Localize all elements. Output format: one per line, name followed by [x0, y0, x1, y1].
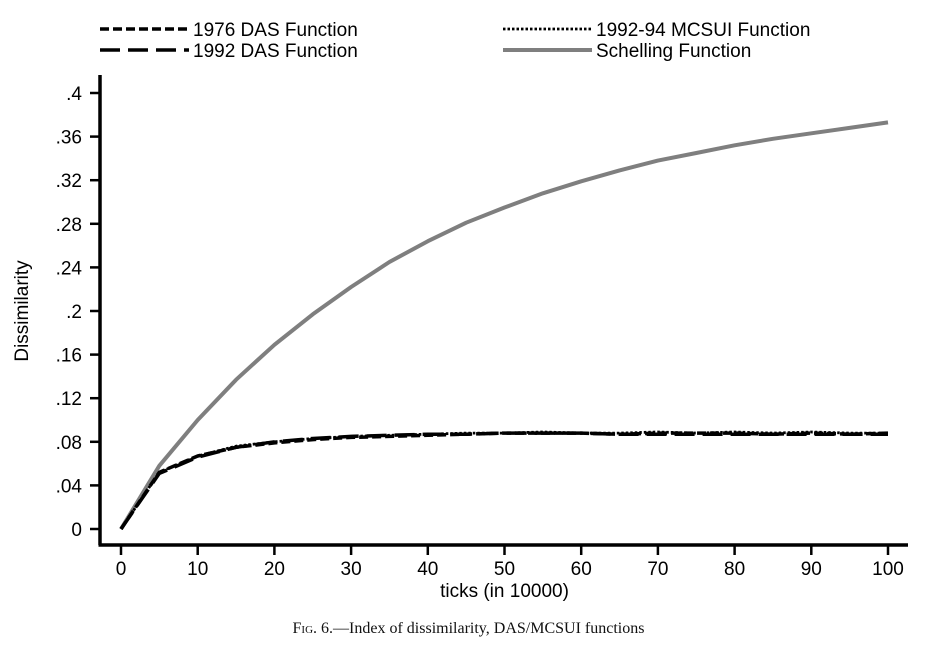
- series-line-1992-das-function: [119, 431, 888, 530]
- x-tick-label: 80: [724, 559, 745, 580]
- y-tick-label: .2: [66, 302, 82, 323]
- x-tick-label: 70: [647, 559, 668, 580]
- y-tick-label: .4: [66, 84, 82, 105]
- x-tick-label: 30: [341, 559, 362, 580]
- y-tick-label: 0: [71, 520, 82, 541]
- axes: 0 .04 .08 .12 .16 .2 .24 .28 .32 .36 .4 0 10 20 30 40 50…: [12, 75, 908, 602]
- legend-label: 1976 DAS Function: [193, 20, 358, 41]
- legend-label: Schelling Function: [596, 41, 751, 62]
- series-lines: [119, 120, 889, 531]
- x-tick-label: 20: [264, 559, 285, 580]
- y-tick-label: .24: [56, 258, 83, 279]
- caption-text: —Index of dissimilarity, DAS/MCSUI funct…: [333, 620, 645, 637]
- x-tick-label: 60: [571, 559, 592, 580]
- x-tick-label: 40: [417, 559, 438, 580]
- y-tick-label: .16: [56, 346, 82, 367]
- y-tick-label: .36: [56, 128, 82, 149]
- y-tick-label: .28: [56, 215, 82, 236]
- x-tick-label: 0: [116, 559, 127, 580]
- x-tick-label: 50: [494, 559, 515, 580]
- y-tick-label: .08: [56, 433, 82, 454]
- x-axis-label: ticks (in 10000): [440, 581, 569, 602]
- y-tick-label: .04: [56, 476, 83, 497]
- x-tick-label: 90: [801, 559, 822, 580]
- y-axis-label: Dissimilarity: [12, 260, 33, 362]
- figure-label: Fig. 6.: [292, 620, 334, 637]
- figure-caption: Fig. 6.—Index of dissimilarity, DAS/MCSU…: [0, 620, 937, 638]
- series-line-1992-94-mcsui-function: [119, 430, 888, 530]
- y-tick-label: .12: [56, 389, 82, 410]
- legend-label: 1992 DAS Function: [193, 41, 358, 62]
- series-line-schelling-function: [119, 120, 889, 531]
- legend-label: 1992-94 MCSUI Function: [596, 20, 810, 41]
- y-tick-label: .32: [56, 171, 82, 192]
- x-tick-label: 10: [187, 559, 208, 580]
- x-tick-label: 100: [872, 559, 904, 580]
